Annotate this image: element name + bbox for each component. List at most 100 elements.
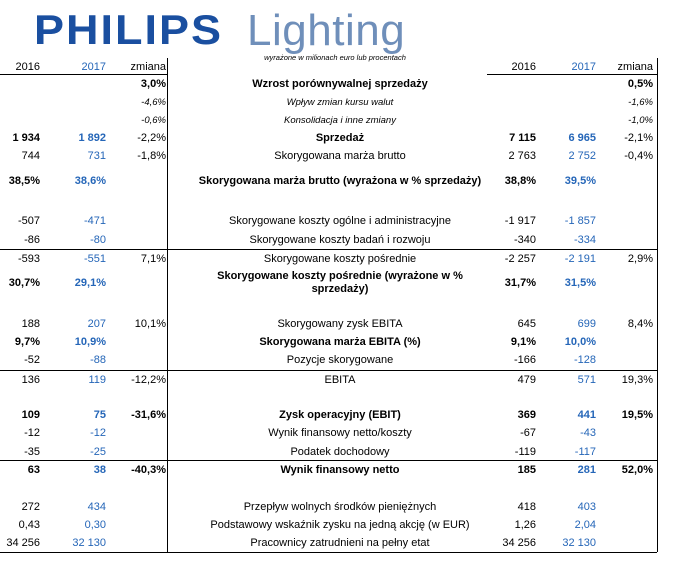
- q-2017: -471: [83, 215, 106, 227]
- row-label: Skorygowane koszty ogólne i administracy…: [229, 215, 451, 227]
- fy-2016: -340: [513, 234, 536, 246]
- q-2017: 10,9%: [74, 336, 106, 348]
- fy-2016: 7 115: [509, 132, 536, 144]
- row-label: Skorygowany zysk EBITA: [277, 318, 403, 330]
- table-row: 272 434 Przepływ wolnych środków pienięż…: [0, 498, 675, 516]
- q-change: -40,3%: [131, 464, 166, 476]
- table-row: 34 256 32 130 Pracownicy zatrudnieni na …: [0, 534, 675, 552]
- fy-2017: 10,0%: [564, 336, 596, 348]
- fy-2016: 1,26: [514, 519, 536, 531]
- fy-2017: -2 191: [564, 253, 596, 265]
- row-label: Wynik finansowy netto/koszty: [268, 427, 412, 439]
- row-label: Sprzedaż: [315, 132, 365, 144]
- table-row: -86 -80 Skorygowane koszty badań i rozwo…: [0, 231, 675, 249]
- fy-2016: 9,1%: [510, 336, 536, 348]
- fy-2017: 2 752: [568, 150, 596, 162]
- q-2016: -507: [17, 215, 40, 227]
- fy-2016: -67: [520, 427, 536, 439]
- fy-change: -1,6%: [628, 96, 653, 108]
- q-2017: -25: [90, 446, 106, 458]
- header-change-fy: zmiana: [617, 61, 653, 73]
- row-label: Podatek dochodowy: [290, 446, 390, 458]
- table-row: 9,7% 10,9% Skorygowana marża EBITA (%) 9…: [0, 333, 675, 351]
- q-2016: 1 934: [12, 132, 40, 144]
- fy-2017: 571: [577, 374, 596, 386]
- row-label: Podstawowy wskaźnik zysku na jedną akcję…: [210, 519, 470, 531]
- fy-2016: -1 917: [504, 215, 536, 227]
- q-2016: 34 256: [6, 537, 40, 549]
- q-2017: 38,6%: [74, 175, 106, 187]
- divider-indirect-costs: [0, 249, 657, 250]
- row-label: Skorygowana marża brutto: [274, 150, 406, 162]
- fy-2016: 418: [517, 501, 536, 513]
- fy-2016: 645: [517, 318, 536, 330]
- q-change: -12,2%: [131, 374, 166, 386]
- row-label: Wzrost porównywalnej sprzedaży: [252, 78, 428, 90]
- fy-change: -1,0%: [628, 114, 653, 126]
- q-2017: 29,1%: [74, 277, 106, 289]
- row-label: Konsolidacja i inne zmiany: [284, 114, 396, 126]
- row-label: Skorygowane koszty pośrednie: [263, 253, 417, 265]
- q-2016: -12: [24, 427, 40, 439]
- q-change: -31,6%: [131, 409, 166, 421]
- table-row: 109 75 -31,6% Zysk operacyjny (EBIT) 369…: [0, 406, 675, 424]
- fy-2017: 6 965: [568, 132, 596, 144]
- q-2016: -593: [17, 253, 40, 265]
- logo-brand: PHILIPS: [34, 6, 224, 53]
- fy-2017: 699: [577, 318, 596, 330]
- q-2016: 30,7%: [8, 277, 40, 289]
- fy-change: 19,5%: [621, 409, 653, 421]
- fy-2017: 31,5%: [564, 277, 596, 289]
- q-2017: -551: [83, 253, 106, 265]
- q-change: 7,1%: [140, 253, 166, 265]
- q-2016: -35: [24, 446, 40, 458]
- fy-2017: 281: [577, 464, 596, 476]
- table-row: -12 -12 Wynik finansowy netto/koszty -67…: [0, 424, 675, 442]
- table-row: -52 -88 Pozycje skorygowane -166 -128: [0, 351, 675, 369]
- row-label: Skorygowane koszty pośrednie (wyrażone w…: [217, 270, 463, 295]
- row-label: Przepływ wolnych środków pieniężnych: [243, 501, 437, 513]
- q-2016: 188: [21, 318, 40, 330]
- q-change: -2,2%: [137, 132, 166, 144]
- q-2017: 38: [93, 464, 106, 476]
- divider-ebita: [0, 370, 657, 371]
- fy-2016: 31,7%: [504, 277, 536, 289]
- header-2016-fy: 2016: [511, 61, 536, 73]
- table-row: -507 -471 Skorygowane koszty ogólne i ad…: [0, 212, 675, 230]
- q-2016: 0,43: [18, 519, 40, 531]
- header-2017-q: 2017: [81, 61, 106, 73]
- q-2017: 0,30: [84, 519, 106, 531]
- q-2016: 136: [21, 374, 40, 386]
- fy-2017: 32 130: [562, 537, 596, 549]
- q-2017: -80: [90, 234, 106, 246]
- q-2017: 731: [87, 150, 106, 162]
- table-row: -35 -25 Podatek dochodowy -119 -117: [0, 443, 675, 461]
- header-rule-left: [0, 74, 168, 75]
- q-2017: -88: [90, 354, 106, 366]
- logo-product: Lighting: [247, 6, 406, 55]
- fy-2016: 185: [517, 464, 536, 476]
- q-2017: 119: [88, 374, 106, 386]
- q-2016: -52: [24, 354, 40, 366]
- row-label: EBITA: [324, 374, 356, 386]
- row-label: Skorygowana marża EBITA (%): [259, 336, 421, 348]
- table-row: 136 119 -12,2% EBITA 479 571 19,3%: [0, 371, 675, 389]
- q-2016: -86: [24, 234, 40, 246]
- fy-change: 8,4%: [627, 318, 653, 330]
- table-row: 38,5% 38,6% Skorygowana marża brutto (wy…: [0, 164, 675, 198]
- row-label: Skorygowane koszty badań i rozwoju: [249, 234, 431, 246]
- fy-2017: -1 857: [564, 215, 596, 227]
- q-2017: 207: [87, 318, 106, 330]
- q-change: 3,0%: [140, 78, 166, 90]
- fy-2017: -117: [574, 446, 596, 458]
- fy-change: 19,3%: [621, 374, 653, 386]
- header-change-q: zmiana: [130, 61, 166, 73]
- table-row: 1 934 1 892 -2,2% Sprzedaż 7 115 6 965 -…: [0, 129, 675, 147]
- fy-2017: -334: [573, 234, 596, 246]
- q-2016: 38,5%: [8, 175, 40, 187]
- header-row: 2016 2017 zmiana 2016 2017 zmiana: [0, 58, 675, 76]
- q-change: -0,6%: [141, 114, 166, 126]
- q-2017: 75: [93, 409, 106, 421]
- table-row: -593 -551 7,1% Skorygowane koszty pośred…: [0, 250, 675, 268]
- header-rule-right: [487, 74, 657, 75]
